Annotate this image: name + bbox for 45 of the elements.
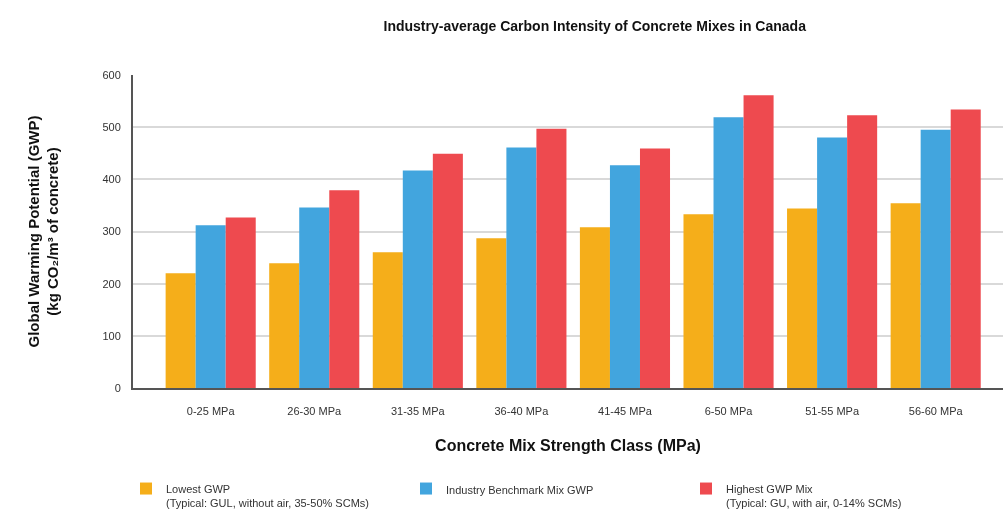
bar	[432, 153, 463, 388]
x-tick-label: 56-60 MPa	[908, 405, 964, 418]
x-tick-label: 36-40 MPa	[494, 405, 550, 418]
x-tick-label: 6-50 MPa	[704, 405, 754, 418]
bar	[609, 165, 640, 388]
bar	[536, 128, 567, 388]
y-tick-label: 200	[102, 277, 121, 290]
bar	[299, 207, 330, 388]
bar	[506, 147, 537, 388]
x-tick-label: 0-25 MPa	[186, 405, 236, 418]
bar	[639, 148, 671, 388]
bar	[787, 208, 818, 388]
bar	[476, 238, 507, 388]
y-axis-title: Global Warming Potential (GWP) (kg CO₂/m³ of concrete)	[24, 115, 62, 348]
bar	[890, 203, 921, 388]
y-tick-label: 500	[102, 121, 121, 134]
bar	[817, 137, 848, 388]
bar	[372, 252, 403, 388]
x-tick-label: 26-30 MPa	[287, 405, 343, 418]
y-tick-label: 600	[102, 68, 121, 81]
bar	[920, 129, 951, 388]
bar	[683, 214, 714, 388]
x-tick-label: 31-35 MPa	[390, 405, 446, 418]
bar	[165, 273, 196, 388]
y-tick-label: 400	[102, 173, 121, 186]
bar	[847, 115, 878, 388]
x-tick-label: 41-45 MPa	[598, 405, 653, 418]
bar	[402, 170, 433, 388]
bar	[269, 263, 300, 388]
bar	[195, 225, 226, 388]
y-tick-label: 300	[102, 225, 121, 238]
bar	[329, 190, 360, 388]
x-axis-title: Concrete Mix Strength Class (MPa)	[435, 437, 701, 455]
bar	[713, 117, 744, 388]
bar	[225, 217, 256, 388]
legend-label: Highest GWP Mix (Typical: GU, with air, 0-14% SCMs)	[726, 482, 902, 510]
y-tick-label: 0	[114, 381, 121, 394]
bar	[743, 95, 774, 388]
legend-label: Lowest GWP (Typical: GUL, without air, 35-50% SCMs)	[166, 482, 369, 510]
bar	[950, 109, 981, 388]
bar	[579, 227, 610, 388]
legend-label: Industry Benchmark Mix GWP	[446, 483, 594, 496]
chart-title: Industry-average Carbon Intensity of Concrete Mixes in Canada	[383, 17, 807, 34]
x-tick-label: 51-55 MPa	[805, 405, 860, 418]
y-tick-label: 100	[102, 329, 121, 342]
